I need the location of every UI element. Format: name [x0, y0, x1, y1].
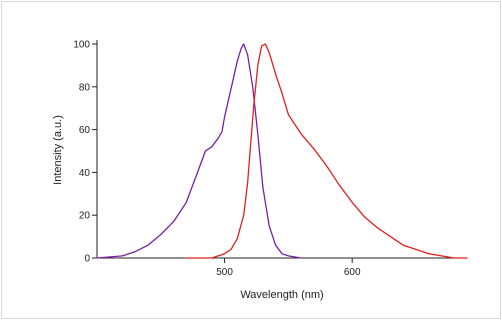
- x-tick-label: 500: [216, 267, 233, 278]
- series-line-2: [185, 43, 468, 259]
- y-tick-label: 100: [73, 40, 90, 51]
- x-axis-title: Wavelength (nm): [240, 289, 323, 301]
- y-axis-title: Intensity (a.u.): [52, 115, 64, 185]
- y-tick-label: 20: [79, 211, 91, 222]
- y-tick-label: 80: [79, 82, 91, 93]
- spectrum-chart: 0 20 40 60 80 100 500 600 Wavelength (nm) Inte…: [52, 40, 468, 301]
- y-tick-label: 60: [79, 125, 91, 136]
- axes: [96, 40, 467, 259]
- y-ticks: 0 20 40 60 80 100: [73, 40, 97, 265]
- series-lines: [96, 43, 468, 259]
- y-tick-label: 40: [79, 168, 91, 179]
- y-tick-label: 0: [84, 254, 90, 265]
- x-tick-label: 600: [344, 267, 361, 278]
- x-ticks: 500 600: [216, 258, 361, 278]
- series-line-1: [96, 43, 302, 259]
